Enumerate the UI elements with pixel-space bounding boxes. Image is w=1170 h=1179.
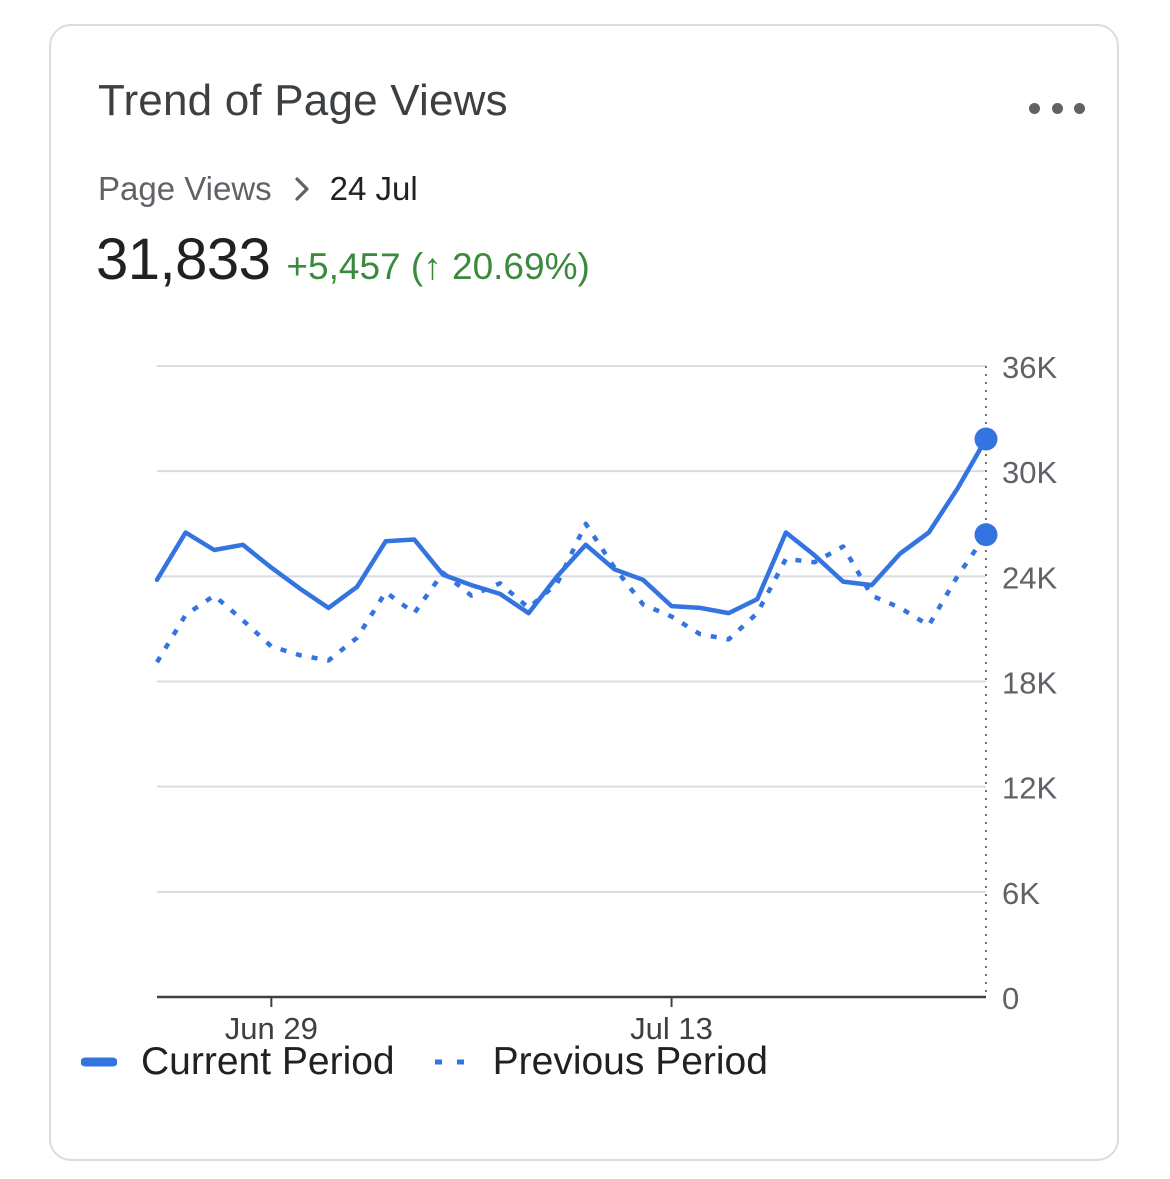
current-period-line[interactable] — [154, 436, 989, 616]
y-tick-label: 12K — [1002, 771, 1057, 806]
current-period-marker[interactable] — [974, 427, 998, 451]
x-tick-label: Jul 13 — [630, 1011, 713, 1046]
breadcrumb-metric[interactable]: Page Views — [98, 170, 272, 207]
chevron-right-icon — [294, 176, 310, 202]
legend-item-current[interactable]: Current Period — [81, 1040, 395, 1084]
more-horizontal-icon-dot — [1074, 102, 1085, 114]
y-tick-label: 24K — [1002, 560, 1057, 595]
breadcrumb: Page Views 24 Jul — [98, 170, 418, 208]
dotted-line-icon — [434, 1059, 469, 1065]
delta-value: +5,457 (↑ 20.69%) — [286, 246, 590, 287]
breadcrumb-date: 24 Jul — [329, 170, 418, 207]
legend-label-previous: Previous Period — [492, 1040, 768, 1083]
y-tick-label: 36K — [1002, 350, 1057, 385]
solid-line-icon — [81, 1057, 117, 1067]
y-tick-label: 0 — [1002, 981, 1019, 1016]
x-tick-label: Jun 29 — [225, 1011, 318, 1046]
legend-label-current: Current Period — [141, 1040, 395, 1083]
metric-summary: 31,833 +5,457 (↑ 20.69%) — [96, 226, 590, 293]
trend-card: Trend of Page Views Page Views 24 Jul 31… — [49, 24, 1119, 1161]
legend-item-previous[interactable]: Previous Period — [433, 1040, 768, 1084]
chart-legend: Current Period Previous Period — [81, 1040, 768, 1084]
card-title: Trend of Page Views — [98, 76, 508, 125]
previous-period-line[interactable] — [155, 521, 988, 664]
more-horizontal-icon — [1029, 102, 1040, 114]
y-tick-label: 6K — [1002, 876, 1040, 911]
total-value: 31,833 — [96, 227, 271, 292]
previous-period-marker[interactable] — [974, 523, 998, 547]
y-tick-label: 30K — [1002, 455, 1057, 490]
more-options-button[interactable] — [1029, 90, 1085, 126]
more-horizontal-icon-dot — [1051, 102, 1063, 114]
y-tick-label: 18K — [1002, 666, 1057, 701]
